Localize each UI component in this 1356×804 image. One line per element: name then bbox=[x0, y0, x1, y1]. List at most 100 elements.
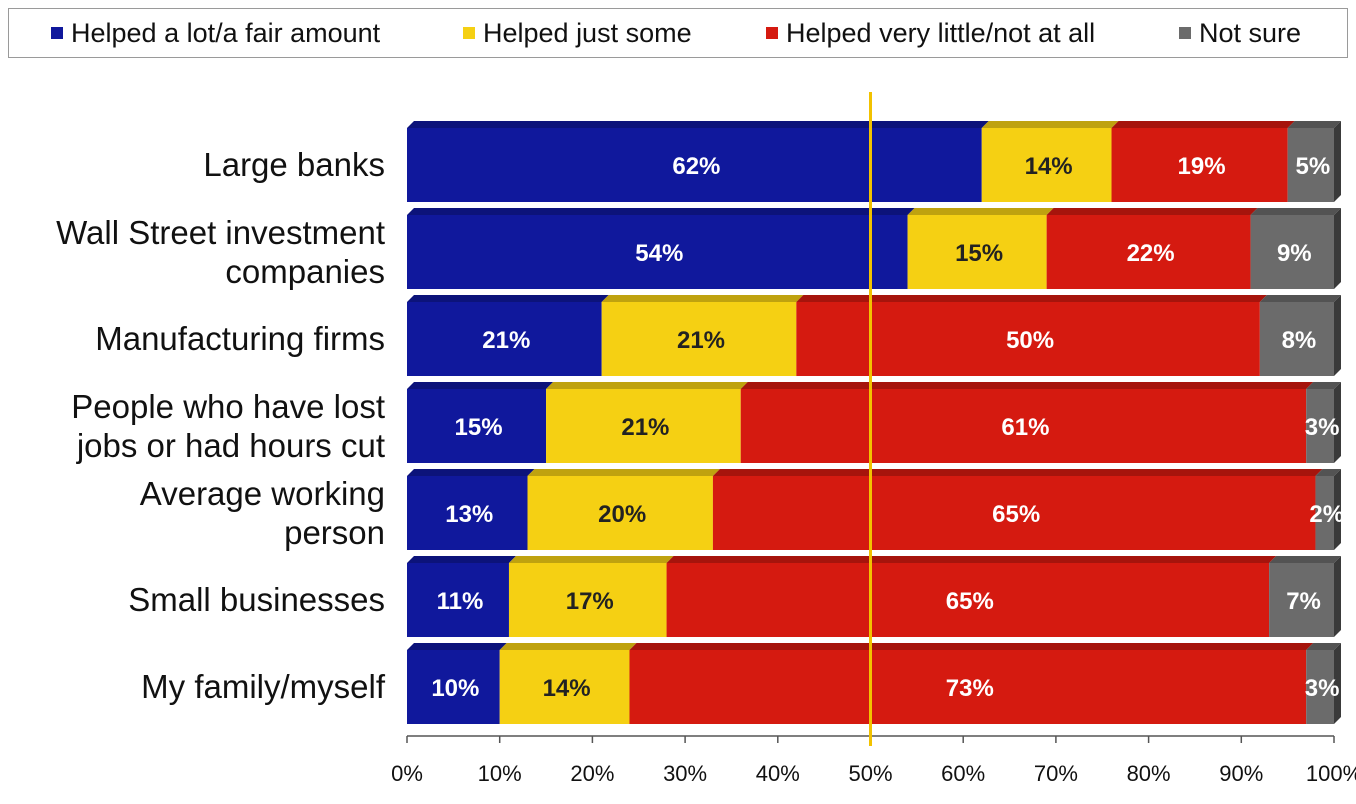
value-label: 11% bbox=[437, 588, 484, 615]
bar-segment bbox=[1250, 215, 1334, 289]
bar-side-face bbox=[1334, 295, 1341, 376]
category-label: My family/myself bbox=[141, 668, 386, 705]
legend: Helped a lot/a fair amount Helped just so… bbox=[8, 8, 1348, 58]
bar-segment bbox=[407, 650, 500, 724]
bar-segment-top bbox=[407, 382, 554, 389]
bar-segment bbox=[407, 389, 547, 463]
bar-segment bbox=[407, 215, 908, 289]
bar-segment-top bbox=[407, 643, 507, 650]
value-label: 50% bbox=[1006, 327, 1054, 354]
bar-segment-top bbox=[1269, 556, 1341, 563]
bar-segment bbox=[712, 476, 1316, 550]
value-label: 15% bbox=[955, 240, 1003, 267]
x-tick-label: 80% bbox=[1127, 761, 1171, 786]
x-tick-label: 90% bbox=[1219, 761, 1263, 786]
value-label: 8% bbox=[1282, 327, 1317, 354]
bar-segment-top bbox=[499, 643, 637, 650]
bar-segment-top bbox=[1287, 121, 1341, 128]
bar-segment bbox=[1315, 476, 1334, 550]
legend-swatch bbox=[463, 27, 475, 39]
legend-swatch bbox=[1179, 27, 1191, 39]
x-tick-label: 60% bbox=[941, 761, 985, 786]
value-label: 5% bbox=[1295, 153, 1330, 180]
bar-segment bbox=[407, 563, 509, 637]
bar-side-face bbox=[1334, 469, 1341, 550]
value-label: 17% bbox=[566, 588, 614, 615]
category-label: Large banks bbox=[203, 146, 385, 183]
bar-segment bbox=[527, 476, 713, 550]
bar-side-face bbox=[1334, 643, 1341, 724]
value-label: 21% bbox=[482, 327, 530, 354]
value-label: 65% bbox=[946, 588, 994, 615]
bar-segment-top bbox=[508, 556, 674, 563]
x-tick-label: 20% bbox=[570, 761, 614, 786]
legend-swatch bbox=[51, 27, 63, 39]
value-label: 73% bbox=[946, 675, 994, 702]
category-label: Manufacturing firms bbox=[95, 320, 385, 357]
bar-segment-top bbox=[407, 469, 535, 476]
bar-segment bbox=[666, 563, 1270, 637]
bar-segment-top bbox=[527, 469, 720, 476]
x-tick-label: 50% bbox=[848, 761, 892, 786]
legend-item: Helped very little/not at all bbox=[766, 18, 1095, 49]
bar-segment-top bbox=[407, 556, 516, 563]
bar-segment bbox=[981, 128, 1112, 202]
legend-label: Helped just some bbox=[483, 17, 692, 48]
category-label: jobs or had hours cut bbox=[76, 427, 385, 464]
value-label: 14% bbox=[543, 675, 591, 702]
legend-label: Helped very little/not at all bbox=[786, 17, 1096, 48]
bar-segment bbox=[1111, 128, 1288, 202]
x-tick-label: 0% bbox=[391, 761, 423, 786]
bar-segment bbox=[546, 389, 741, 463]
bar-segment-top bbox=[601, 295, 804, 302]
value-label: 20% bbox=[598, 501, 646, 528]
value-label: 2% bbox=[1309, 501, 1344, 528]
category-label: People who have lost bbox=[71, 388, 385, 425]
bar-segment-top bbox=[1250, 208, 1341, 215]
bar-segment bbox=[1287, 128, 1334, 202]
legend-item: Not sure bbox=[1179, 18, 1301, 49]
value-label: 61% bbox=[1001, 414, 1049, 441]
category-label: person bbox=[284, 514, 385, 551]
value-label: 10% bbox=[431, 675, 479, 702]
bar-segment-top bbox=[712, 469, 1323, 476]
bar-segment-top bbox=[546, 382, 748, 389]
bar-segment-top bbox=[1111, 121, 1295, 128]
value-label: 3% bbox=[1305, 675, 1340, 702]
bar-side-face bbox=[1334, 121, 1341, 202]
bar-segment-top bbox=[1259, 295, 1341, 302]
bar-segment bbox=[1259, 302, 1334, 376]
bar-segment-top bbox=[407, 295, 609, 302]
bar-segment bbox=[508, 563, 667, 637]
bar-segment bbox=[1306, 650, 1334, 724]
bar-segment-top bbox=[1046, 208, 1258, 215]
bar-segment bbox=[407, 128, 982, 202]
category-label: Small businesses bbox=[128, 581, 385, 618]
category-label: Average working bbox=[140, 475, 385, 512]
bar-segment bbox=[407, 476, 528, 550]
bar-segment-top bbox=[1306, 643, 1341, 650]
category-label: Wall Street investment bbox=[56, 214, 385, 251]
value-label: 15% bbox=[455, 414, 503, 441]
value-label: 19% bbox=[1178, 153, 1226, 180]
bar-segment bbox=[1269, 563, 1334, 637]
legend-label: Helped a lot/a fair amount bbox=[71, 17, 381, 48]
x-tick-label: 40% bbox=[756, 761, 800, 786]
legend-label: Not sure bbox=[1199, 17, 1302, 48]
bar-segment bbox=[796, 302, 1260, 376]
value-label: 14% bbox=[1025, 153, 1073, 180]
bar-segment bbox=[499, 650, 630, 724]
bar-segment-top bbox=[981, 121, 1119, 128]
bar-segment-top bbox=[740, 382, 1314, 389]
value-label: 54% bbox=[635, 240, 683, 267]
bar-side-face bbox=[1334, 382, 1341, 463]
bar-segment bbox=[1046, 215, 1251, 289]
bar-segment-top bbox=[796, 295, 1267, 302]
category-label: companies bbox=[225, 253, 385, 290]
x-tick-label: 70% bbox=[1034, 761, 1078, 786]
bar-segment-top bbox=[629, 643, 1314, 650]
value-label: 9% bbox=[1277, 240, 1312, 267]
value-label: 13% bbox=[445, 501, 493, 528]
x-tick-label: 10% bbox=[478, 761, 522, 786]
